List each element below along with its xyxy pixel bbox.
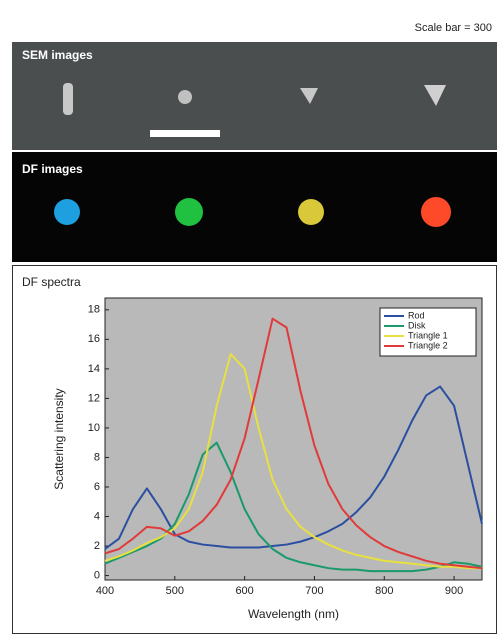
x-tick-label: 800 <box>375 585 393 597</box>
y-tick-label: 0 <box>94 569 100 581</box>
legend-label: Triangle 2 <box>408 340 448 350</box>
x-tick-label: 900 <box>445 585 463 597</box>
legend-label: Triangle 1 <box>408 330 448 340</box>
x-axis-label: Wavelength (nm) <box>248 607 339 621</box>
figure: Scale bar = 300 SEM images DF images DF … <box>0 0 500 634</box>
x-tick-label: 600 <box>235 585 253 597</box>
scale-bar <box>150 130 220 137</box>
panel-label: DF images <box>22 162 83 176</box>
y-tick-label: 8 <box>94 451 100 463</box>
legend-label: Disk <box>408 320 426 330</box>
y-tick-label: 14 <box>88 363 100 375</box>
sem-disk <box>178 90 192 104</box>
df-spot <box>298 199 324 225</box>
sem-rod <box>63 83 73 115</box>
df-spot <box>175 198 203 226</box>
x-tick-label: 500 <box>166 585 184 597</box>
y-tick-label: 4 <box>94 510 100 522</box>
legend-label: Rod <box>408 310 425 320</box>
x-tick-label: 700 <box>305 585 323 597</box>
df-spot <box>421 197 451 227</box>
y-tick-label: 6 <box>94 481 100 493</box>
y-tick-label: 18 <box>88 304 100 316</box>
y-tick-label: 10 <box>88 422 100 434</box>
y-tick-label: 12 <box>88 392 100 404</box>
panel-label: SEM images <box>22 48 93 62</box>
y-tick-label: 16 <box>88 333 100 345</box>
x-tick-label: 400 <box>96 585 114 597</box>
panel-label: DF spectra <box>22 275 81 289</box>
df-spot <box>54 199 80 225</box>
y-tick-label: 2 <box>94 540 100 552</box>
scale-bar-note: Scale bar = 300 <box>415 22 492 34</box>
y-axis-label: Scattering intensity <box>52 388 66 489</box>
